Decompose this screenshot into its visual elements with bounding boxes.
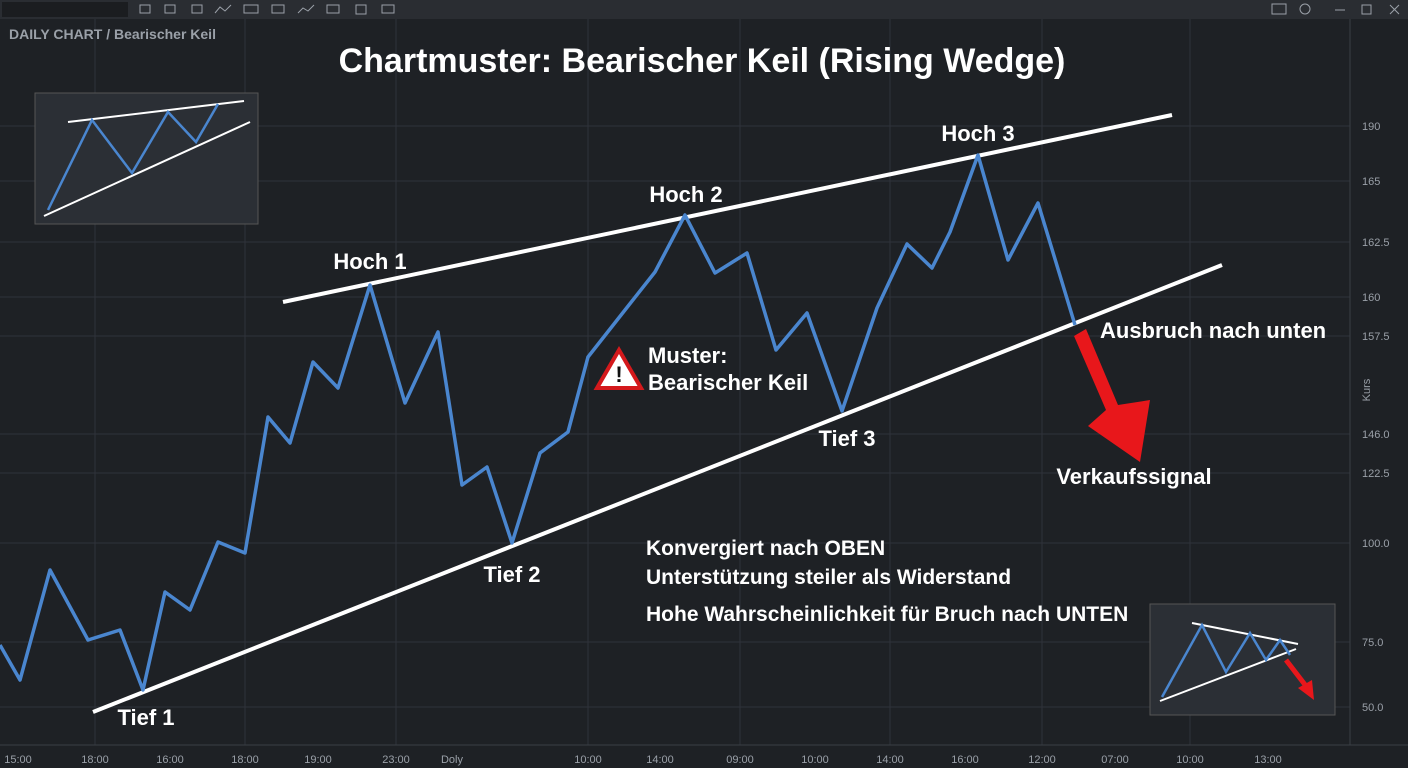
y-tick-label: 157.5	[1362, 331, 1390, 343]
pattern-label: Muster:	[648, 343, 727, 368]
inset-breakdown	[1149, 603, 1336, 716]
sell-arrow	[1074, 329, 1150, 462]
y-tick-label: 100.0	[1362, 538, 1390, 550]
x-tick-label: 07:00	[1101, 754, 1129, 766]
resistance-line	[282, 113, 1173, 304]
support-line	[92, 263, 1223, 714]
high-label: Hoch 3	[941, 121, 1014, 146]
x-tick-label: Doly	[441, 754, 464, 766]
x-tick-label: 10:00	[574, 754, 602, 766]
y-tick-label: 190	[1362, 121, 1380, 133]
x-tick-label: 12:00	[1028, 754, 1056, 766]
y-axis-label: Kurs	[1361, 378, 1373, 401]
high-label: Hoch 1	[333, 249, 406, 274]
low-label: Tief 2	[483, 562, 540, 587]
search-box[interactable]	[2, 2, 128, 17]
breadcrumb: DAILY CHART / Bearischer Keil	[9, 26, 216, 42]
y-tick-label: 162.5	[1362, 237, 1390, 249]
x-tick-label: 16:00	[156, 754, 184, 766]
x-tick-label: 18:00	[81, 754, 109, 766]
note: Konvergiert nach OBEN	[646, 537, 885, 560]
warning-icon	[593, 346, 645, 390]
x-tick-label: 10:00	[801, 754, 829, 766]
x-tick-label: 19:00	[304, 754, 332, 766]
low-label: Tief 1	[117, 705, 174, 730]
y-tick-label: 160	[1362, 292, 1380, 304]
x-tick-label: 13:00	[1254, 754, 1282, 766]
x-tick-label: 14:00	[646, 754, 674, 766]
y-tick-label: 50.0	[1362, 702, 1383, 714]
x-tick-label: 10:00	[1176, 754, 1204, 766]
high-label: Hoch 2	[649, 182, 722, 207]
inset-rising-wedge	[34, 92, 259, 225]
y-tick-label: 75.0	[1362, 637, 1383, 649]
low-label: Tief 3	[818, 426, 875, 451]
y-tick-label: 146.0	[1362, 429, 1390, 441]
title: Chartmuster: Bearischer Keil (Rising Wed…	[339, 42, 1066, 80]
toolbar-icons[interactable]	[139, 3, 1400, 15]
toolbar	[0, 0, 1408, 19]
x-tick-label: 14:00	[876, 754, 904, 766]
warning-mark: !	[615, 362, 622, 387]
x-tick-label: 23:00	[382, 754, 410, 766]
x-tick-label: 18:00	[231, 754, 259, 766]
y-tick-label: 122.5	[1362, 468, 1390, 480]
note: Hohe Wahrscheinlichkeit für Bruch nach U…	[646, 603, 1128, 626]
breakout-label: Ausbruch nach unten	[1100, 318, 1326, 343]
y-tick-label: 165	[1362, 176, 1380, 188]
x-tick-label: 09:00	[726, 754, 754, 766]
x-tick-label: 15:00	[4, 754, 32, 766]
note: Unterstützung steiler als Widerstand	[646, 566, 1011, 589]
pattern-label: Bearischer Keil	[648, 370, 808, 395]
signal-label: Verkaufssignal	[1056, 464, 1211, 489]
price-line	[0, 153, 1077, 692]
x-tick-label: 16:00	[951, 754, 979, 766]
